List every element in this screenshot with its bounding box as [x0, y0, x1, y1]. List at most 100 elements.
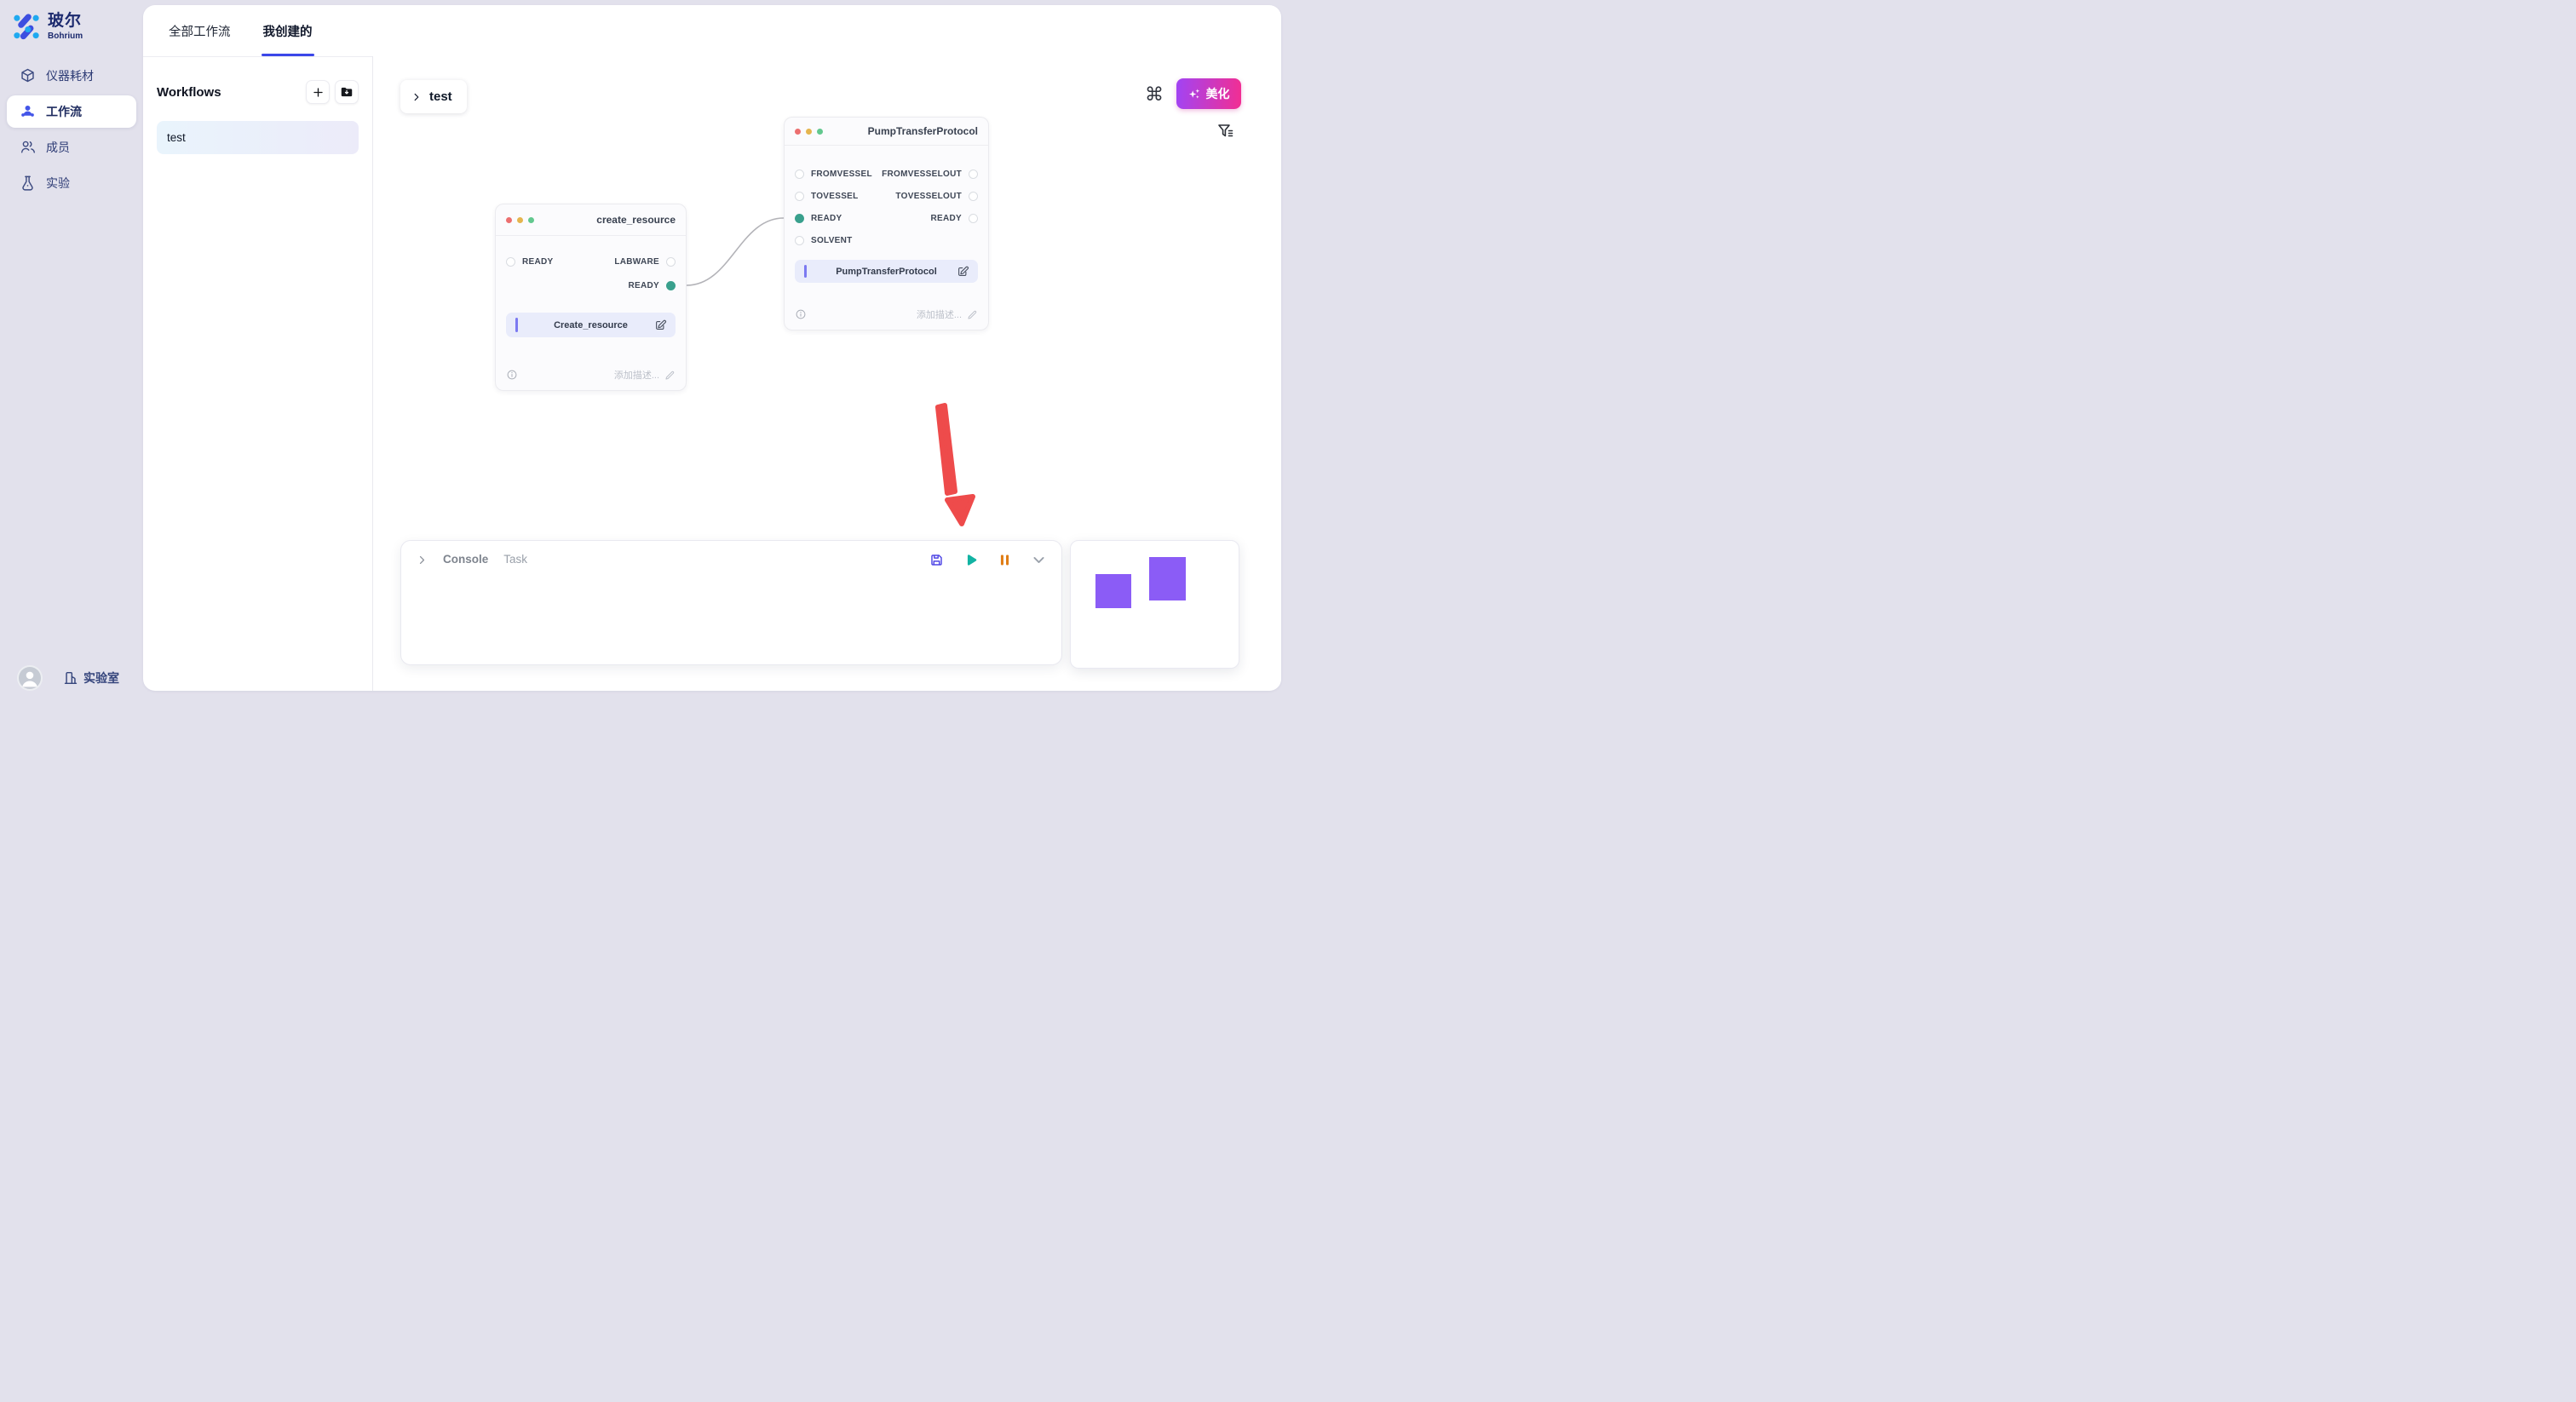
annotation-arrow	[935, 403, 975, 526]
port-circle[interactable]	[969, 169, 978, 179]
edit-icon[interactable]	[957, 265, 969, 278]
node-header: PumpTransferProtocol	[785, 118, 988, 146]
node-action-button[interactable]: PumpTransferProtocol	[795, 260, 978, 283]
tab-my-created[interactable]: 我创建的	[261, 5, 314, 56]
pencil-icon[interactable]	[664, 370, 676, 381]
workspace-label[interactable]: 实验室	[83, 671, 119, 685]
port-circle[interactable]	[969, 191, 978, 201]
node-pump-transfer-protocol[interactable]: PumpTransferProtocol FROMVESSEL FROMVESS…	[784, 117, 989, 330]
node-create-resource[interactable]: create_resource READY LABWARE READY Crea…	[495, 204, 687, 391]
command-layout-button[interactable]: ⌘	[1144, 83, 1164, 105]
tab-task[interactable]: Task	[503, 553, 527, 566]
command-icon: ⌘	[1145, 83, 1164, 105]
workflow-list-item[interactable]: test	[157, 121, 359, 154]
run-button[interactable]	[963, 553, 978, 567]
description-placeholder[interactable]: 添加描述...	[916, 310, 962, 320]
workflows-panel-title: Workflows	[157, 84, 221, 100]
port-label: SOLVENT	[811, 235, 853, 245]
description-placeholder[interactable]: 添加描述...	[613, 371, 659, 381]
sidebar-item-label: 工作流	[46, 104, 82, 118]
breadcrumb[interactable]: test	[400, 80, 467, 113]
port-input-solvent[interactable]: SOLVENT	[795, 233, 853, 248]
info-icon[interactable]	[795, 308, 807, 320]
avatar[interactable]	[19, 667, 41, 689]
sidebar-footer: 实验室	[0, 667, 143, 689]
header-tabs: 全部工作流 我创建的	[143, 5, 1281, 57]
minimap[interactable]	[1070, 540, 1239, 669]
pause-button[interactable]	[998, 553, 1012, 567]
main-card: 全部工作流 我创建的 Workflows	[143, 5, 1281, 691]
port-circle[interactable]	[795, 191, 804, 201]
package-icon	[20, 67, 36, 83]
node-title: PumpTransferProtocol	[867, 125, 978, 137]
tab-all-workflows[interactable]: 全部工作流	[169, 5, 231, 56]
beautify-button[interactable]: 美化	[1176, 78, 1241, 109]
port-label: TOVESSEL	[811, 191, 859, 201]
port-output-ready[interactable]: READY	[628, 278, 676, 293]
traffic-dots-icon	[506, 216, 534, 223]
collapse-chevron-icon[interactable]	[417, 554, 428, 566]
chevron-right-icon	[414, 93, 419, 101]
workflow-person-icon	[20, 103, 36, 119]
sidebar-item-experiments[interactable]: 实验	[7, 167, 136, 199]
import-folder-button[interactable]	[335, 80, 359, 104]
port-label: FROMVESSELOUT	[882, 169, 962, 179]
breadcrumb-label: test	[429, 89, 452, 104]
test-tube-icon	[20, 175, 36, 192]
port-input-ready[interactable]: READY	[795, 210, 842, 226]
port-output-tovesselout[interactable]: TOVESSELOUT	[895, 188, 978, 204]
port-output-labware[interactable]: LABWARE	[614, 254, 676, 269]
port-label: READY	[628, 280, 659, 290]
port-label: READY	[522, 256, 554, 267]
sidebar-item-instruments[interactable]: 仪器耗材	[7, 60, 136, 92]
beautify-label: 美化	[1205, 87, 1230, 101]
workflows-panel: Workflows test	[143, 56, 373, 691]
port-circle[interactable]	[666, 256, 676, 267]
node-action-label: PumpTransferProtocol	[836, 266, 937, 277]
sidebar-item-workflows[interactable]: 工作流	[7, 95, 136, 128]
brand: 玻尔 Bohrium	[0, 0, 143, 46]
accent-bar	[804, 265, 807, 278]
pencil-icon[interactable]	[967, 309, 978, 320]
port-label: LABWARE	[614, 256, 659, 267]
tab-label: 全部工作流	[169, 25, 231, 39]
port-circle[interactable]	[795, 169, 804, 179]
brand-name-en: Bohrium	[48, 31, 83, 41]
node-action-button[interactable]: Create_resource	[506, 313, 676, 337]
sidebar-menu: 仪器耗材 工作流 成员	[0, 60, 143, 199]
port-circle-connected[interactable]	[795, 213, 804, 223]
port-circle-connected[interactable]	[666, 280, 676, 290]
add-workflow-button[interactable]	[306, 80, 330, 104]
info-icon[interactable]	[506, 369, 518, 381]
edit-icon[interactable]	[654, 319, 667, 331]
node-title: create_resource	[596, 214, 676, 226]
tab-label: Task	[503, 553, 528, 566]
sidebar-item-members[interactable]: 成员	[7, 131, 136, 164]
port-input-fromvessel[interactable]: FROMVESSEL	[795, 166, 872, 181]
port-input-ready[interactable]: READY	[506, 254, 554, 269]
port-circle[interactable]	[795, 235, 804, 245]
sidebar-item-label: 实验	[46, 175, 70, 190]
console-panel: Console Task	[400, 540, 1062, 665]
tab-label: Console	[443, 553, 489, 566]
save-button[interactable]	[929, 553, 944, 567]
port-input-tovessel[interactable]: TOVESSEL	[795, 188, 859, 204]
node-action-label: Create_resource	[554, 319, 628, 330]
sidebar-item-label: 仪器耗材	[46, 68, 94, 83]
port-label: FROMVESSEL	[811, 169, 872, 179]
sidebar: 玻尔 Bohrium 仪器耗材 工作流	[0, 0, 143, 701]
minimap-node	[1095, 574, 1131, 608]
port-output-fromvesselout[interactable]: FROMVESSELOUT	[882, 166, 978, 181]
port-circle[interactable]	[506, 256, 515, 267]
members-icon	[20, 139, 36, 155]
brand-name-cn: 玻尔	[48, 12, 83, 30]
filter-icon[interactable]	[1216, 122, 1235, 141]
accent-bar	[515, 318, 518, 332]
port-output-ready[interactable]: READY	[930, 210, 978, 226]
sparkles-icon	[1188, 88, 1201, 101]
chevron-down-icon[interactable]	[1032, 553, 1046, 567]
tab-console[interactable]: Console	[443, 553, 488, 566]
port-circle[interactable]	[969, 213, 978, 223]
workflow-canvas[interactable]: test create_resource READY LABWARE READY	[373, 56, 1281, 691]
port-label: TOVESSELOUT	[895, 191, 962, 201]
